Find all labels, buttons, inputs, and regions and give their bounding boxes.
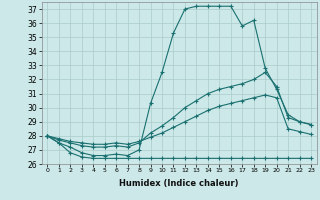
X-axis label: Humidex (Indice chaleur): Humidex (Indice chaleur) xyxy=(119,179,239,188)
